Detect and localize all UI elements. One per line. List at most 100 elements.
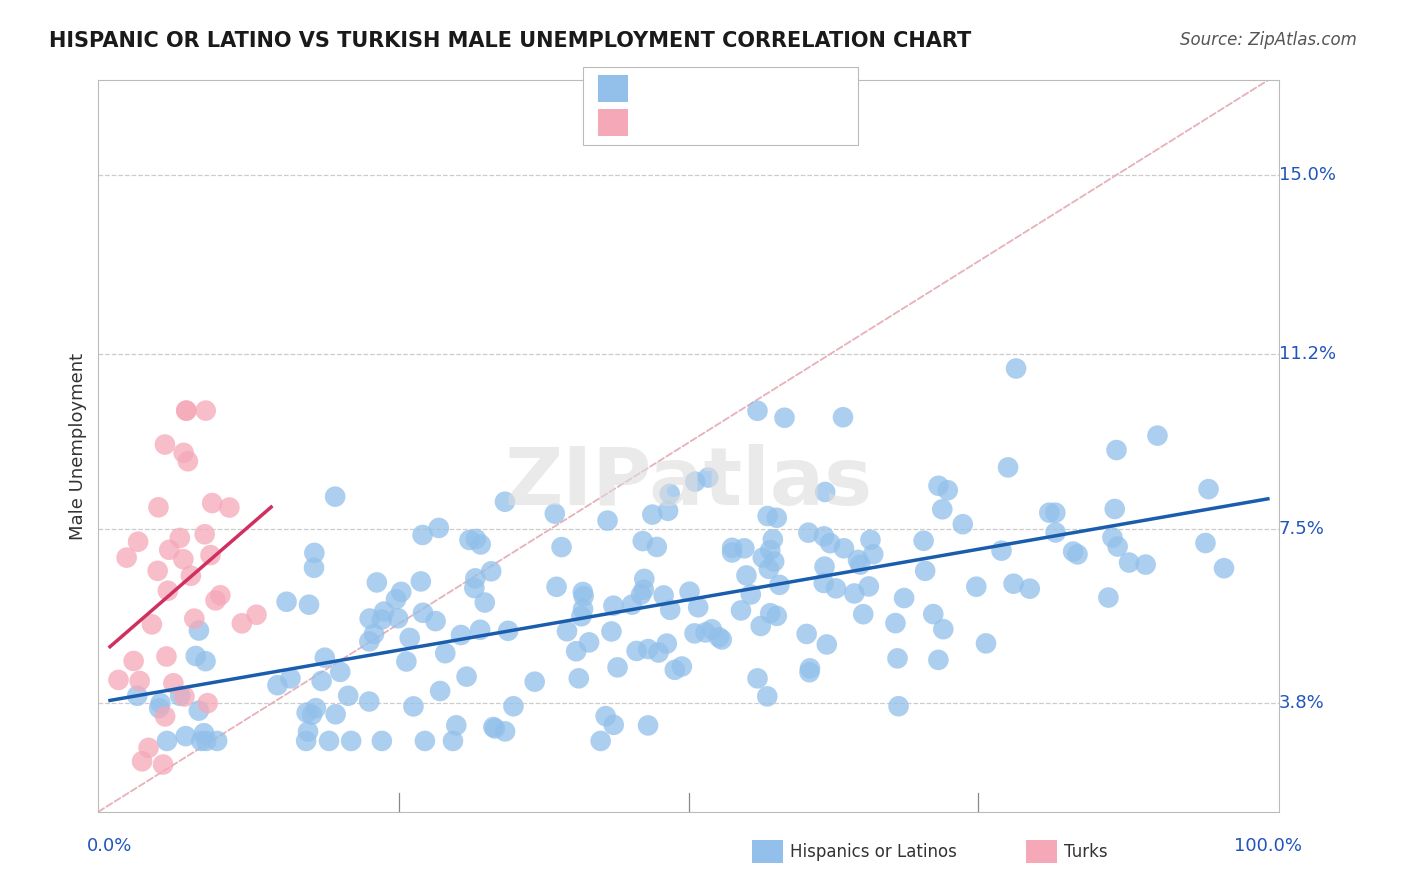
Point <box>997 460 1019 475</box>
Point <box>429 684 451 698</box>
Point <box>887 699 910 714</box>
Text: HISPANIC OR LATINO VS TURKISH MALE UNEMPLOYMENT CORRELATION CHART: HISPANIC OR LATINO VS TURKISH MALE UNEMP… <box>49 31 972 51</box>
Point <box>647 646 669 660</box>
Point <box>190 734 212 748</box>
Point <box>153 437 176 451</box>
Point <box>1198 482 1220 496</box>
Point <box>965 580 987 594</box>
Point <box>1045 525 1067 540</box>
Point <box>314 650 336 665</box>
Point <box>630 588 652 602</box>
Point <box>155 649 177 664</box>
Point <box>922 607 945 621</box>
Point <box>523 674 546 689</box>
Point <box>122 654 145 668</box>
Point <box>818 536 841 550</box>
Point <box>927 653 949 667</box>
Point <box>652 589 675 603</box>
Point <box>544 507 567 521</box>
Point <box>759 606 782 620</box>
Point <box>127 689 149 703</box>
Point <box>180 568 202 582</box>
Point <box>484 722 506 736</box>
Point <box>176 403 198 417</box>
Text: Hispanics or Latinos: Hispanics or Latinos <box>790 843 957 861</box>
Point <box>1105 443 1128 458</box>
Text: Turks: Turks <box>1064 843 1108 861</box>
Point <box>311 673 333 688</box>
Point <box>747 671 769 685</box>
Point <box>304 546 326 560</box>
Point <box>914 564 936 578</box>
Text: 3.8%: 3.8% <box>1279 694 1324 712</box>
Point <box>797 525 820 540</box>
Point <box>733 541 755 556</box>
Point <box>633 572 655 586</box>
Point <box>912 533 935 548</box>
Point <box>832 410 855 425</box>
Point <box>844 586 866 600</box>
Point <box>1146 428 1168 442</box>
Point <box>301 707 323 722</box>
Point <box>813 576 835 591</box>
Point <box>751 550 773 565</box>
Point <box>204 593 226 607</box>
Point <box>1135 558 1157 572</box>
Point <box>813 559 835 574</box>
Point <box>148 701 170 715</box>
Point <box>796 627 818 641</box>
Point <box>765 510 787 524</box>
Point <box>385 592 408 607</box>
Point <box>302 561 325 575</box>
Text: 7.5%: 7.5% <box>1279 519 1324 538</box>
Point <box>479 564 502 578</box>
Text: 0.0%: 0.0% <box>87 837 132 855</box>
Point <box>152 757 174 772</box>
Point <box>280 672 302 686</box>
Point <box>799 661 821 675</box>
Point <box>571 609 593 624</box>
Point <box>398 631 420 645</box>
Point <box>1118 556 1140 570</box>
Point <box>631 534 654 549</box>
Point <box>799 665 821 680</box>
Point <box>412 528 434 542</box>
Point <box>600 624 623 639</box>
Point <box>194 654 217 668</box>
Point <box>645 540 668 554</box>
Point <box>1045 506 1067 520</box>
Point <box>1005 361 1028 376</box>
Point <box>337 689 360 703</box>
Point <box>678 584 700 599</box>
Point <box>115 550 138 565</box>
Point <box>1002 576 1025 591</box>
Point <box>1104 502 1126 516</box>
Point <box>695 625 717 640</box>
Point <box>318 734 340 748</box>
Point <box>846 553 869 567</box>
Point <box>657 504 679 518</box>
Point <box>131 754 153 768</box>
Point <box>1194 536 1216 550</box>
Point <box>425 614 447 628</box>
Point <box>107 673 129 687</box>
Point <box>814 485 837 500</box>
Point <box>156 583 179 598</box>
Point <box>200 548 222 562</box>
Point <box>659 603 682 617</box>
Point <box>305 701 328 715</box>
Point <box>832 541 855 556</box>
Point <box>886 651 908 665</box>
Point <box>749 619 772 633</box>
Point <box>371 613 394 627</box>
Point <box>276 595 298 609</box>
Y-axis label: Male Unemployment: Male Unemployment <box>69 352 87 540</box>
Point <box>825 582 848 596</box>
Point <box>730 603 752 617</box>
Point <box>641 508 664 522</box>
Point <box>174 729 197 743</box>
Text: 100.0%: 100.0% <box>1234 837 1302 855</box>
Point <box>174 403 197 417</box>
Point <box>458 533 481 547</box>
Point <box>295 706 318 720</box>
